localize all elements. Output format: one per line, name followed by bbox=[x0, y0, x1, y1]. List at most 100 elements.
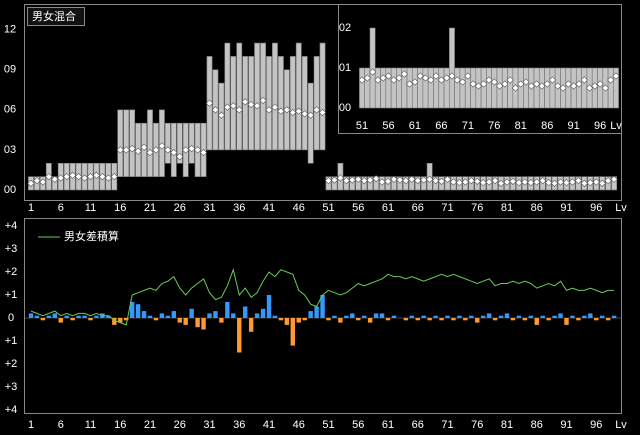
bar bbox=[106, 315, 111, 318]
x-tick-label: 51 bbox=[322, 202, 334, 214]
bar bbox=[439, 318, 444, 321]
average-marker bbox=[384, 72, 393, 80]
bar bbox=[605, 318, 611, 321]
average-marker bbox=[545, 179, 553, 187]
average-marker bbox=[128, 144, 136, 153]
average-marker bbox=[170, 148, 178, 157]
range-bar bbox=[470, 67, 477, 109]
average-marker bbox=[80, 174, 89, 182]
y-tick-label: +1 bbox=[5, 289, 18, 301]
x-tick-label: 21 bbox=[144, 202, 156, 214]
average-marker bbox=[259, 96, 267, 105]
bar bbox=[314, 306, 319, 318]
average-marker bbox=[363, 74, 371, 82]
bar bbox=[576, 318, 581, 321]
bar bbox=[165, 315, 171, 318]
bar bbox=[421, 315, 426, 318]
average-marker bbox=[396, 176, 404, 184]
bar bbox=[344, 315, 349, 318]
average-marker bbox=[223, 103, 231, 111]
x-tick-label: 76 bbox=[471, 202, 483, 214]
bar bbox=[391, 315, 397, 318]
average-marker bbox=[69, 171, 77, 179]
average-marker bbox=[467, 177, 475, 185]
bar bbox=[320, 295, 325, 318]
x-tick-label: 26 bbox=[174, 419, 186, 431]
x-tick-label: 51 bbox=[356, 120, 368, 132]
average-marker bbox=[358, 76, 366, 84]
bar bbox=[403, 318, 409, 321]
range-bar bbox=[236, 42, 243, 151]
y-tick-label: +4 bbox=[5, 220, 18, 232]
y-tick-label: +3 bbox=[5, 381, 18, 393]
range-bar bbox=[523, 67, 529, 109]
x-tick-label: 81 bbox=[501, 202, 513, 214]
average-marker bbox=[556, 178, 565, 186]
bar bbox=[516, 315, 522, 318]
average-marker bbox=[596, 80, 604, 88]
average-marker bbox=[592, 178, 600, 186]
average-marker bbox=[318, 108, 327, 117]
average-marker bbox=[158, 142, 166, 150]
average-marker bbox=[511, 84, 520, 92]
x-axis-label: Lv bbox=[610, 120, 622, 132]
bar bbox=[433, 315, 438, 318]
range-bar bbox=[176, 122, 183, 164]
average-marker bbox=[372, 175, 380, 183]
bar bbox=[528, 315, 533, 318]
average-marker bbox=[307, 111, 315, 119]
x-tick-label: 91 bbox=[560, 202, 572, 214]
x-tick-label: 86 bbox=[531, 419, 543, 431]
bar bbox=[498, 315, 504, 318]
x-tick-label: 86 bbox=[531, 202, 543, 214]
bar bbox=[546, 318, 551, 321]
range-bar bbox=[147, 109, 153, 177]
y-tick-label: 0 bbox=[8, 312, 14, 324]
average-marker bbox=[604, 177, 612, 185]
average-marker bbox=[336, 174, 345, 182]
range-bar bbox=[359, 67, 365, 109]
average-marker bbox=[229, 102, 237, 110]
average-marker bbox=[406, 80, 414, 88]
bar bbox=[350, 313, 355, 318]
y-tick-label: +2 bbox=[5, 358, 18, 370]
bar bbox=[76, 315, 81, 318]
average-marker bbox=[164, 146, 172, 154]
average-marker bbox=[324, 177, 333, 185]
average-marker bbox=[559, 84, 567, 92]
y-tick-label: 12 bbox=[4, 24, 16, 36]
average-marker bbox=[491, 177, 499, 185]
average-marker bbox=[443, 175, 452, 183]
average-marker bbox=[570, 82, 578, 90]
average-marker bbox=[217, 111, 226, 119]
bar bbox=[248, 318, 254, 332]
average-marker bbox=[437, 76, 445, 84]
x-tick-label: 56 bbox=[382, 120, 394, 132]
x-tick-label: 11 bbox=[85, 202, 96, 214]
bar bbox=[379, 313, 385, 318]
bar bbox=[260, 308, 266, 318]
bar bbox=[308, 311, 313, 318]
average-marker bbox=[503, 178, 511, 186]
average-marker bbox=[527, 179, 535, 187]
x-tick-label: 61 bbox=[382, 419, 394, 431]
x-tick-label: 71 bbox=[462, 120, 474, 132]
average-marker bbox=[585, 84, 594, 92]
average-marker bbox=[432, 72, 440, 80]
average-marker bbox=[455, 179, 464, 187]
range-bar bbox=[427, 67, 434, 109]
average-marker bbox=[199, 148, 208, 157]
range-bar bbox=[390, 67, 397, 109]
x-tick-label: 6 bbox=[58, 202, 64, 214]
x-tick-label: 1 bbox=[28, 202, 34, 214]
average-marker bbox=[414, 177, 422, 185]
average-marker bbox=[568, 178, 577, 186]
range-bar bbox=[380, 67, 387, 109]
average-marker bbox=[390, 76, 398, 84]
bar bbox=[129, 301, 135, 318]
range-bar bbox=[449, 27, 455, 109]
bar bbox=[582, 315, 587, 318]
range-bar bbox=[129, 109, 136, 177]
average-marker bbox=[86, 173, 95, 181]
average-marker bbox=[506, 76, 514, 84]
